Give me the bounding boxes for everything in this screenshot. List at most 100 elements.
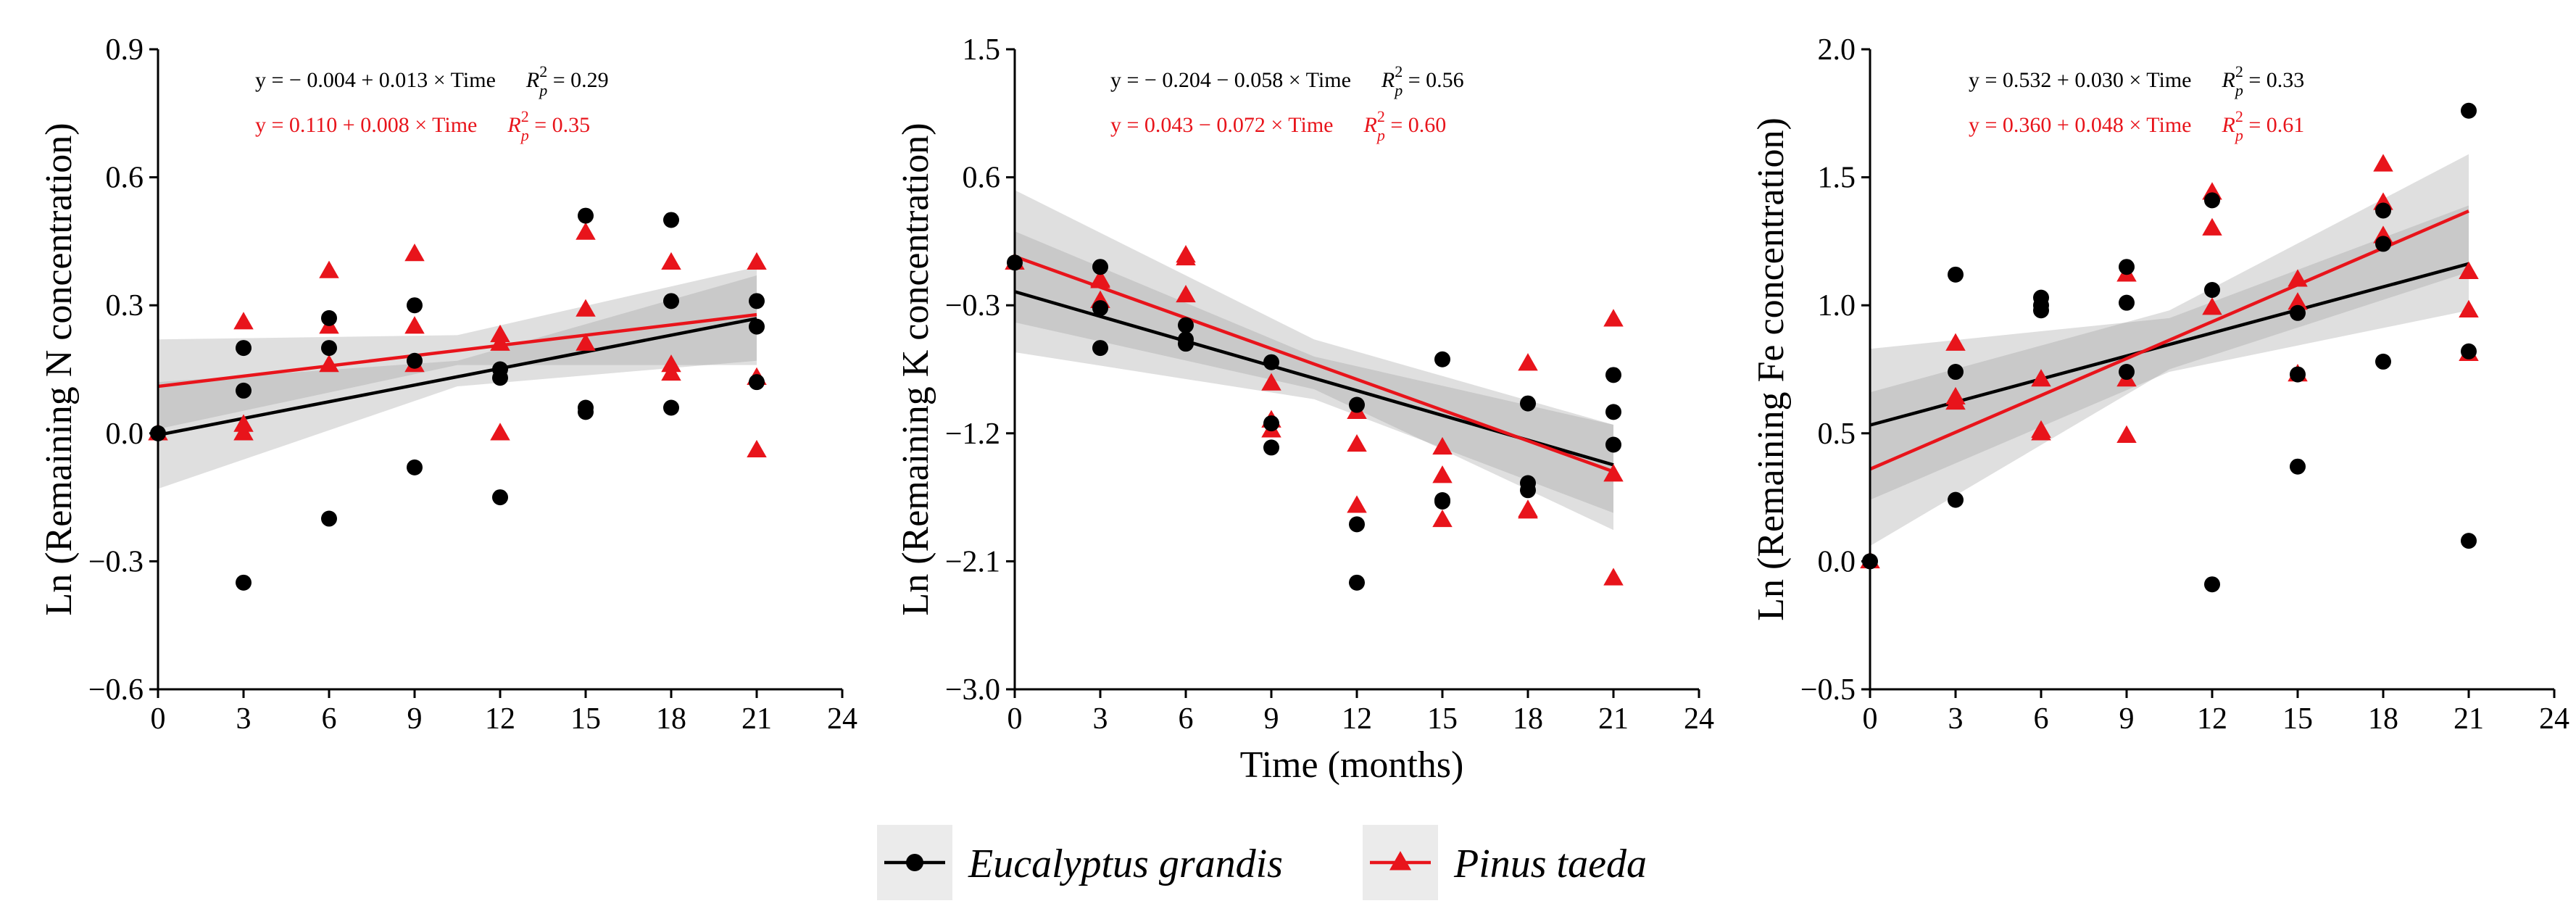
y-tick-label: −0.5: [1800, 673, 1856, 707]
data-point-eucalyptus: [2375, 353, 2391, 370]
data-point-pinus: [576, 299, 596, 317]
data-point-eucalyptus: [1520, 395, 1536, 412]
x-tick-label: 18: [656, 702, 686, 736]
x-tick-label: 9: [407, 702, 423, 736]
x-tick-label: 21: [1598, 702, 1629, 736]
data-point-eucalyptus: [2290, 304, 2306, 321]
data-point-pinus: [1176, 284, 1196, 303]
data-point-eucalyptus: [236, 382, 252, 399]
data-point-pinus: [490, 333, 510, 351]
x-tick-label: 24: [1684, 702, 1714, 736]
y-tick-label: −3.0: [945, 673, 1000, 707]
data-point-pinus: [2031, 369, 2051, 387]
x-tick-label: 0: [1863, 702, 1878, 736]
data-point-pinus: [1603, 309, 1624, 327]
data-point-pinus: [1518, 353, 1538, 371]
x-tick-label: 21: [741, 702, 772, 736]
y-tick-label: 0.6: [106, 162, 144, 195]
data-point-eucalyptus: [1520, 482, 1536, 499]
data-point-pinus: [233, 312, 254, 330]
data-point-eucalyptus: [1178, 336, 1194, 352]
y-tick-label: 1.5: [1818, 162, 1856, 195]
y-tick-label: −0.6: [88, 673, 144, 707]
data-point-eucalyptus: [1948, 266, 1964, 283]
data-point-pinus: [2288, 269, 2308, 287]
data-point-eucalyptus: [236, 340, 252, 357]
fit-line-pinus: [1869, 209, 2469, 471]
data-point-eucalyptus: [663, 293, 679, 309]
data-point-pinus: [576, 222, 596, 240]
data-point-eucalyptus: [1605, 436, 1621, 453]
y-tick-label: −0.3: [945, 289, 1000, 323]
y-axis-title: Ln (Remaining Fe concentration): [1750, 117, 1792, 621]
x-tick-label: 15: [1427, 702, 1458, 736]
data-point-pinus: [1347, 433, 1367, 452]
data-point-pinus: [490, 423, 510, 441]
y-tick-label: 2.0: [1818, 33, 1856, 67]
data-point-pinus: [1347, 495, 1367, 513]
data-point-pinus: [1432, 509, 1453, 528]
data-point-eucalyptus: [663, 212, 679, 228]
regression-equation-pinus: y = 0.110 + 0.008 × Time R2 p = 0.35: [255, 107, 590, 144]
y-tick-label: −1.2: [945, 417, 1000, 451]
data-point-pinus: [2459, 299, 2479, 317]
data-point-eucalyptus: [236, 574, 252, 591]
data-point-eucalyptus: [578, 207, 594, 224]
data-point-eucalyptus: [492, 370, 508, 386]
data-point-pinus: [319, 354, 339, 373]
y-tick-label: −0.3: [88, 545, 144, 578]
x-tick-label: 3: [1948, 702, 1964, 736]
y-tick-label: 1.5: [963, 33, 1001, 67]
x-tick-label: 9: [1264, 702, 1279, 736]
fit-line-pinus: [157, 312, 757, 389]
data-point-pinus: [2031, 423, 2051, 441]
data-point-eucalyptus: [2461, 102, 2477, 119]
data-point-eucalyptus: [2461, 533, 2477, 549]
y-tick-label: 0.6: [963, 162, 1001, 195]
data-point-pinus: [747, 252, 767, 270]
legend-label: Eucalyptus grandis: [968, 842, 1283, 886]
data-point-eucalyptus: [1263, 439, 1279, 456]
data-point-eucalyptus: [1434, 493, 1450, 510]
confidence-band-pinus: [1015, 190, 1613, 531]
data-point-eucalyptus: [1349, 396, 1365, 413]
data-point-eucalyptus: [663, 399, 679, 416]
x-tick-label: 15: [2282, 702, 2313, 736]
regression-equation-eucalyptus: y = 0.532 + 0.030 × Time R2 p = 0.33: [1969, 62, 2304, 99]
y-axis-title: Ln (Remaining K concentration): [895, 122, 936, 615]
legend: Eucalyptus grandis Pinus taeda: [877, 825, 1647, 900]
y-axis-title: Ln (Remaining N concentration): [38, 122, 80, 615]
data-point-eucalyptus: [2204, 192, 2220, 209]
data-point-eucalyptus: [1605, 367, 1621, 383]
data-point-eucalyptus: [1948, 364, 1964, 381]
data-point-eucalyptus: [2461, 343, 2477, 360]
chart-panel-3: −0.5 0.0 0.5 1.0 1.5 2.0 0 3 6 9 12 15 18 21 24 Ln (Rem…: [1750, 33, 2569, 736]
data-point-pinus: [233, 423, 254, 441]
data-point-eucalyptus: [407, 352, 423, 369]
regression-equation-pinus: y = 0.360 + 0.048 × Time R2 p = 0.61: [1969, 107, 2304, 144]
data-point-eucalyptus: [578, 404, 594, 420]
confidence-band-eucalyptus: [1870, 205, 2469, 500]
data-point-pinus: [2373, 154, 2393, 172]
data-point-eucalyptus: [2290, 366, 2306, 383]
x-tick-label: 6: [322, 702, 337, 736]
data-point-eucalyptus: [2033, 302, 2049, 319]
panels: −0.6 −0.3 0.0 0.3 0.6 0.9 0 3 6 9 12 15 18 21 24 Ln (Re…: [38, 33, 2569, 736]
y-tick-label: 0.0: [106, 417, 144, 451]
confidence-band-eucalyptus: [1015, 231, 1613, 513]
x-tick-label: 0: [1007, 702, 1023, 736]
x-tick-label: 18: [1513, 702, 1543, 736]
data-point-pinus: [404, 244, 425, 262]
data-point-pinus: [404, 316, 425, 334]
data-point-eucalyptus: [1349, 574, 1365, 591]
data-point-eucalyptus: [1178, 317, 1194, 333]
data-point-pinus: [1176, 247, 1196, 266]
data-point-pinus: [1603, 464, 1624, 482]
data-point-pinus: [2116, 425, 2137, 444]
y-tick-label: 1.0: [1818, 289, 1856, 323]
legend-item-pinus: Pinus taeda: [1363, 825, 1647, 900]
x-tick-label: 3: [236, 702, 252, 736]
y-tick-label: 0.0: [1818, 545, 1856, 578]
